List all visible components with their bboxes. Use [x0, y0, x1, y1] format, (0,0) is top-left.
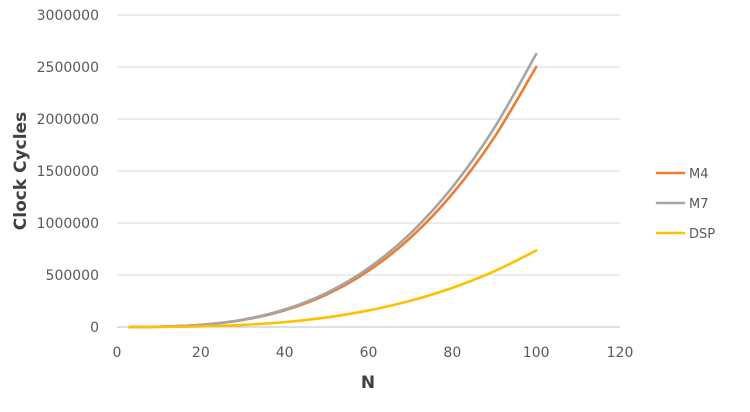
axes: 0 500000 1000000 1500000 2000000 2500000 30000…: [37, 8, 634, 361]
series-line-m4: [128, 65, 538, 329]
x-tick-label: 20: [192, 345, 210, 361]
legend-label-m7: M7: [689, 197, 709, 212]
x-axis-title: N: [361, 373, 375, 393]
x-tick-label: 40: [276, 345, 294, 361]
y-tick-label: 1500000: [37, 164, 99, 180]
x-tick-label: 100: [523, 345, 550, 361]
y-tick-label: 2500000: [37, 60, 99, 76]
x-tick-label: 60: [360, 345, 378, 361]
series-lines: [128, 52, 538, 329]
series-line-m7: [128, 52, 538, 329]
y-tick-label: 3000000: [37, 8, 99, 24]
legend-label-dsp: DSP: [689, 227, 715, 242]
x-tick-label: 120: [607, 345, 634, 361]
x-tick-label: 80: [443, 345, 461, 361]
x-tick-label: 0: [113, 345, 122, 361]
y-tick-label: 1000000: [37, 216, 99, 232]
series-line-dsp: [128, 249, 538, 329]
y-tick-label: 0: [90, 320, 99, 336]
y-tick-label: 2000000: [37, 112, 99, 128]
gridlines: [117, 14, 620, 276]
legend: M4 M7 DSP: [655, 167, 715, 242]
y-tick-label: 500000: [46, 268, 99, 284]
legend-label-m4: M4: [689, 167, 709, 182]
y-axis-title: Clock Cycles: [11, 112, 31, 230]
